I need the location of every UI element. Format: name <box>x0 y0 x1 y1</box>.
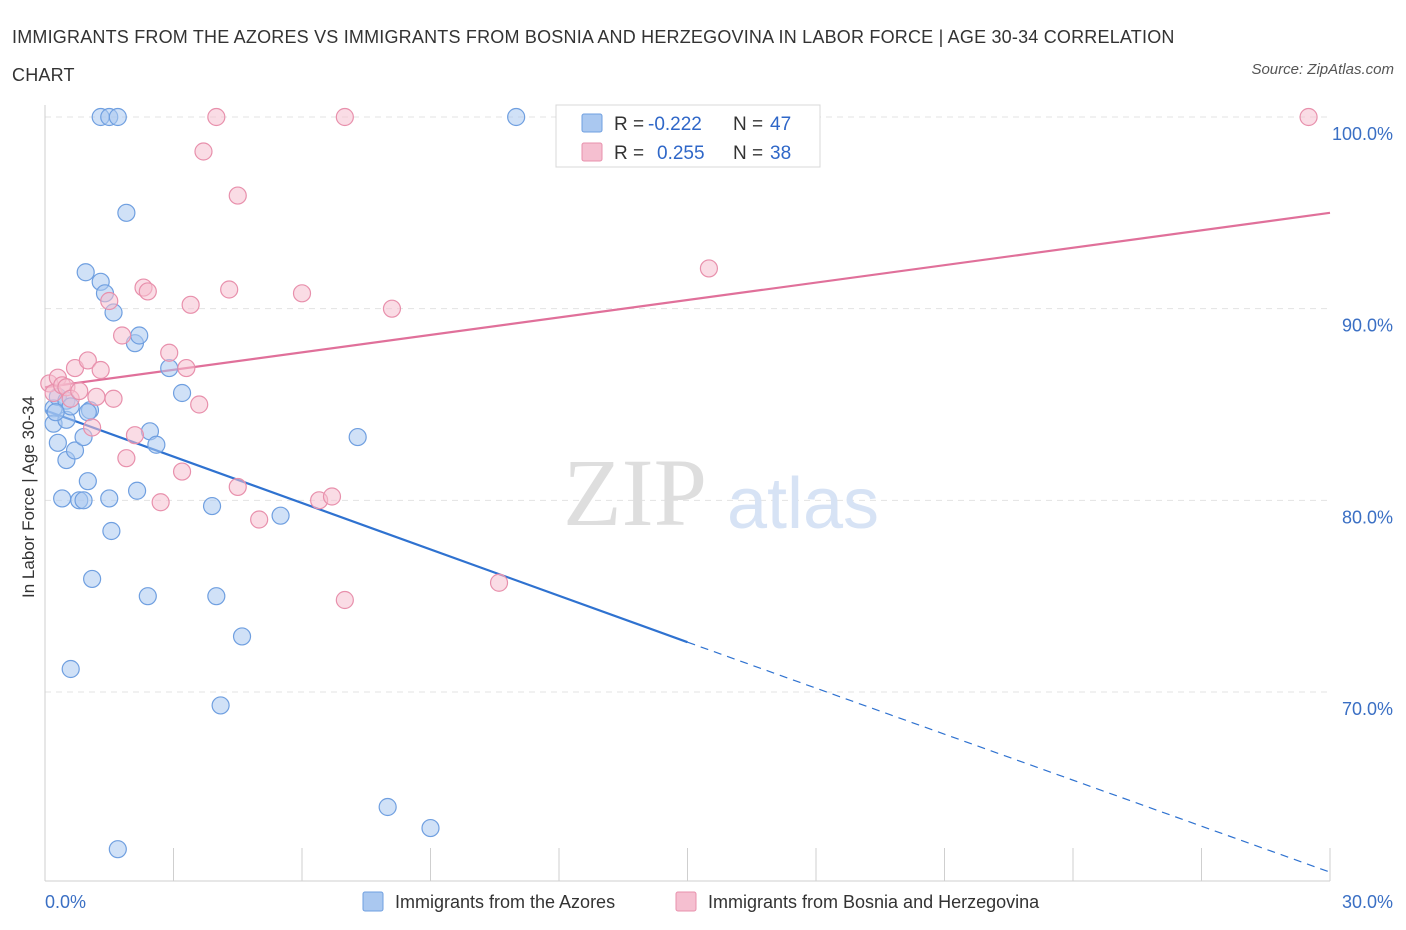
legend-r-value-azores: -0.222 <box>648 114 702 135</box>
point-azores <box>507 107 526 127</box>
y-axis-label: In Labor Force | Age 30-34 <box>19 396 38 598</box>
legend-r-label-azores: R = <box>614 114 644 135</box>
point-bosnia <box>83 418 102 437</box>
point-azores <box>53 489 72 508</box>
point-bosnia <box>194 142 213 161</box>
point-bosnia <box>151 493 170 512</box>
point-bosnia <box>489 573 509 592</box>
point-azores <box>48 433 67 452</box>
legend-n-label-azores: N = <box>733 114 763 135</box>
legend-r-value-bosnia: 0.255 <box>657 143 705 164</box>
x-tick-label: 0.0% <box>45 892 86 912</box>
legend-swatch-azores <box>581 113 603 133</box>
point-azores <box>160 358 179 378</box>
point-bosnia <box>335 590 354 610</box>
legend-r-label-bosnia: R = <box>614 143 644 164</box>
point-bosnia <box>181 295 200 314</box>
watermark-atlas: atlas <box>727 464 879 544</box>
y-tick-label: 100.0% <box>1332 124 1393 144</box>
point-azores <box>108 840 127 859</box>
point-bosnia <box>78 351 97 370</box>
point-azores <box>348 427 367 447</box>
watermark: ZIP atlas <box>563 439 879 546</box>
point-azores <box>78 472 97 491</box>
point-azores <box>172 383 192 403</box>
point-bosnia <box>1299 107 1318 127</box>
point-azores <box>271 506 290 525</box>
series-label-azores: Immigrants from the Azores <box>395 892 615 912</box>
point-azores <box>102 521 121 541</box>
point-azores <box>117 203 136 222</box>
chart-title: IMMIGRANTS FROM THE AZORES VS IMMIGRANTS… <box>12 27 1175 85</box>
point-azores <box>61 659 80 679</box>
point-bosnia <box>322 487 342 506</box>
point-azores <box>130 326 149 345</box>
y-tick-label: 70.0% <box>1342 699 1393 719</box>
point-bosnia <box>104 389 123 408</box>
point-bosnia <box>160 343 179 362</box>
point-bosnia <box>117 449 136 468</box>
point-azores <box>100 489 119 508</box>
point-bosnia <box>228 186 247 205</box>
series-swatch-bosnia <box>675 891 697 912</box>
x-tick-label: 30.0% <box>1342 892 1393 912</box>
point-azores <box>76 263 95 282</box>
legend-n-value-bosnia: 38 <box>770 143 791 164</box>
y-tick-label: 80.0% <box>1342 507 1393 527</box>
point-bosnia <box>292 284 312 303</box>
correlation-legend: R = -0.222 N = 47 R = 0.255 N = 38 <box>555 104 821 168</box>
legend-n-value-azores: 47 <box>770 114 791 135</box>
point-bosnia <box>250 510 269 529</box>
point-azores <box>232 627 252 646</box>
point-azores <box>138 587 157 606</box>
point-azores <box>108 107 127 127</box>
tick-labels: 100.0% 90.0% 80.0% 70.0% 0.0% 30.0% <box>45 124 1393 912</box>
point-bosnia <box>172 462 192 481</box>
point-azores <box>421 818 440 838</box>
point-bosnia <box>190 395 209 414</box>
point-bosnia <box>335 107 354 127</box>
series-label-bosnia: Immigrants from Bosnia and Herzegovina <box>708 892 1040 912</box>
point-azores <box>74 491 93 510</box>
point-bosnia <box>177 358 196 378</box>
point-azores <box>147 435 166 454</box>
point-bosnia <box>87 387 106 406</box>
point-azores <box>78 403 97 422</box>
point-bosnia <box>228 477 247 497</box>
chart-source: Source: ZipAtlas.com <box>1251 61 1394 78</box>
trend-line-bosnia <box>44 211 1331 389</box>
point-bosnia <box>125 426 145 445</box>
y-tick-label: 90.0% <box>1342 316 1393 336</box>
point-azores <box>211 696 230 715</box>
point-bosnia <box>138 282 157 301</box>
point-bosnia <box>112 326 132 345</box>
point-azores <box>207 587 226 606</box>
watermark-zip: ZIP <box>563 439 707 546</box>
point-azores <box>202 496 222 516</box>
point-azores <box>127 481 147 500</box>
point-bosnia <box>699 259 719 278</box>
data-points <box>40 107 1318 859</box>
point-azores <box>46 403 65 422</box>
series-swatch-azores <box>362 891 384 912</box>
series-legend: Immigrants from the Azores Immigrants fr… <box>362 891 1040 912</box>
point-bosnia <box>382 299 402 318</box>
point-bosnia <box>100 291 119 311</box>
legend-swatch-bosnia <box>581 142 603 162</box>
point-bosnia <box>91 360 110 380</box>
point-bosnia <box>70 381 89 401</box>
point-azores <box>378 797 397 817</box>
point-azores <box>65 441 85 460</box>
point-bosnia <box>207 107 226 127</box>
trend-line-azores-extension <box>687 641 1331 873</box>
point-azores <box>83 569 102 589</box>
legend-n-label-bosnia: N = <box>733 143 763 164</box>
axes <box>44 105 1331 882</box>
point-bosnia <box>220 280 239 299</box>
